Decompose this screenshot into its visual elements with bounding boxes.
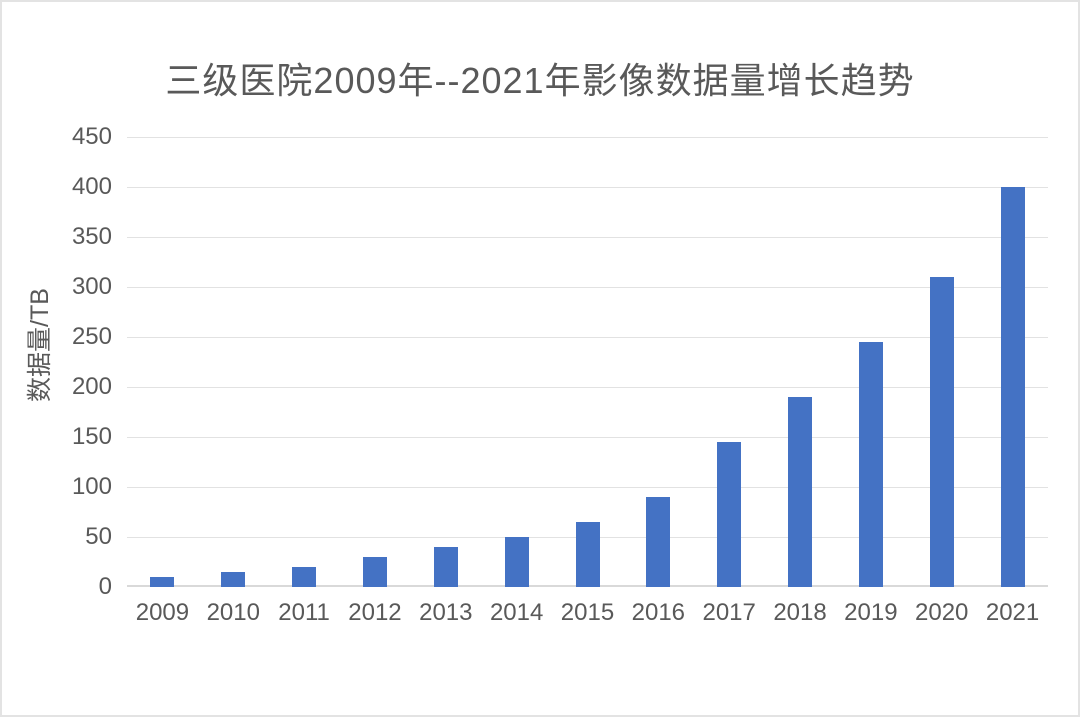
bar-2012 xyxy=(362,557,387,587)
plot-area xyxy=(127,137,1048,587)
y-tick-label: 300 xyxy=(71,273,112,300)
x-tick-label: 2015 xyxy=(560,599,615,626)
y-axis: 0 50 100 150 200 250 300 350 400 450 xyxy=(2,124,112,600)
x-axis: 2009 2010 2011 2012 2013 2014 2015 2016 2017 2018… xyxy=(127,599,1048,631)
gridline xyxy=(127,287,1048,288)
x-tick-label: 2014 xyxy=(489,599,544,626)
y-tick-label: 200 xyxy=(71,373,112,400)
x-tick-label: 2017 xyxy=(702,599,756,626)
x-tick-label: 2013 xyxy=(419,599,473,626)
chart-title: 三级医院2009年--2021年影像数据量增长趋势 xyxy=(165,60,915,101)
x-tick-label: 2010 xyxy=(206,599,260,626)
y-tick-label: 0 xyxy=(98,573,112,600)
y-tick-label: 100 xyxy=(71,473,112,500)
gridline xyxy=(127,437,1048,438)
y-tick-label: 250 xyxy=(71,323,112,350)
y-tick-label: 50 xyxy=(85,523,112,550)
bar-2019 xyxy=(858,342,883,587)
bar-2015 xyxy=(575,522,600,587)
y-tick-label: 400 xyxy=(71,173,112,200)
x-tick-label: 2020 xyxy=(915,599,969,626)
gridline xyxy=(127,337,1048,338)
x-tick-label: 2011 xyxy=(278,599,330,626)
x-tick-label: 2018 xyxy=(773,599,827,626)
gridline xyxy=(127,487,1048,488)
x-tick-label: 2009 xyxy=(135,599,190,626)
bar-2013 xyxy=(433,547,458,587)
bar-2018 xyxy=(788,397,813,587)
gridline xyxy=(127,387,1048,388)
y-tick-label: 450 xyxy=(71,123,112,150)
gridline xyxy=(127,237,1048,238)
x-tick-label: 2021 xyxy=(985,599,1040,626)
y-tick-label: 350 xyxy=(71,223,112,250)
bar-2017 xyxy=(717,442,742,587)
bar-2009 xyxy=(150,577,175,587)
bar-2011 xyxy=(292,567,317,587)
gridline xyxy=(127,187,1048,188)
bar-2010 xyxy=(221,572,246,587)
bar-2021 xyxy=(1000,187,1025,587)
bar-2020 xyxy=(929,277,954,587)
y-tick-label: 150 xyxy=(71,423,112,450)
x-tick-label: 2019 xyxy=(844,599,898,626)
bar-2014 xyxy=(504,537,529,587)
bar-2016 xyxy=(646,497,671,587)
gridline xyxy=(127,137,1048,138)
x-tick-label: 2016 xyxy=(631,599,686,626)
x-tick-label: 2012 xyxy=(348,599,402,626)
